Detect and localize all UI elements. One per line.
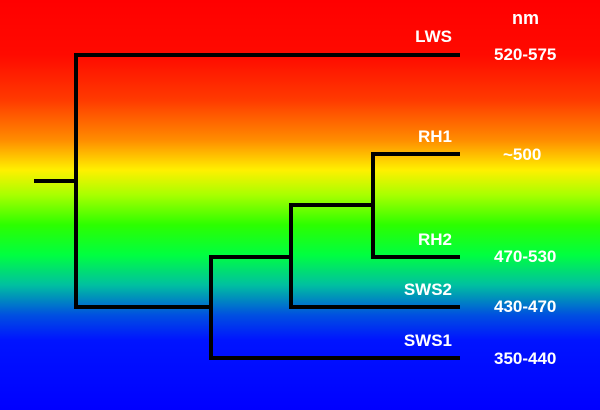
range-rh1: ~500 <box>503 145 542 164</box>
leaf-label-lws: LWS <box>415 27 452 46</box>
range-lws: 520-575 <box>494 45 557 64</box>
range-sws1: 350-440 <box>494 349 557 368</box>
range-rh2: 470-530 <box>494 247 557 266</box>
unit-header: nm <box>512 8 539 28</box>
leaf-label-sws2: SWS2 <box>403 280 452 299</box>
range-sws2: 430-470 <box>494 297 557 316</box>
leaf-label-rh2: RH2 <box>417 230 452 249</box>
leaf-label-sws1: SWS1 <box>403 331 452 350</box>
leaf-label-rh1: RH1 <box>417 127 452 146</box>
